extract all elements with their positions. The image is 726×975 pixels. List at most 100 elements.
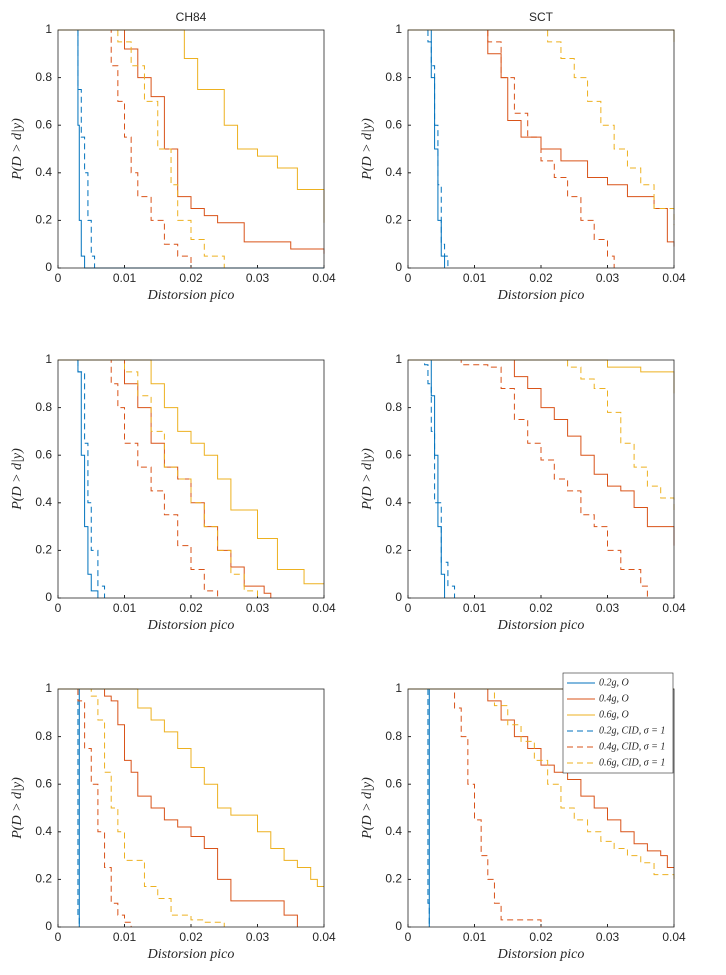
subplot: 0 0.01 0.02 0.03 0.04 0 0.2 0.4 0.6 0.8 1 Distorsio… (10, 352, 336, 633)
y-tick-label: 0.2 (35, 213, 52, 227)
x-tick-label: 0 (55, 601, 62, 615)
x-tick-label: 0.04 (312, 271, 336, 285)
series-line (408, 29, 615, 268)
subplot: 0 0.01 0.02 0.03 0.04 0 0.2 0.4 0.6 0.8 1 Distorsio… (360, 352, 686, 633)
axes-box (57, 688, 325, 928)
y-tick-label: 1 (395, 681, 402, 695)
y-axis-label: P(D > d|y) (10, 777, 25, 840)
x-tick-label: 0.03 (596, 271, 620, 285)
y-tick-label: 0.8 (35, 400, 52, 414)
subplot: SCT 0 0.01 0.02 0.03 0.04 0 0.2 0.4 0.6 0.8 1 Distor… (360, 10, 686, 303)
series-line (408, 688, 675, 882)
y-tick-label: 0 (45, 919, 52, 933)
y-tick-label: 0.2 (35, 872, 52, 886)
y-tick-label: 0.8 (385, 729, 402, 743)
y-tick-label: 0.4 (35, 495, 52, 509)
x-tick-label: 0.03 (596, 601, 620, 615)
y-tick-label: 1 (395, 352, 402, 366)
series-line (58, 29, 225, 268)
subplot-title: CH84 (176, 10, 207, 24)
series-line (408, 29, 449, 268)
y-tick-label: 0.6 (385, 776, 402, 790)
series-line (408, 359, 675, 546)
series-line (58, 359, 219, 598)
series-line (58, 29, 325, 223)
series-line (58, 359, 106, 598)
y-axis-label: P(D > d|y) (360, 777, 375, 840)
x-tick-label: 0.02 (179, 271, 203, 285)
subplot-title: SCT (529, 10, 554, 24)
axes-box (57, 359, 325, 599)
y-tick-label: 0.8 (35, 729, 52, 743)
y-tick-label: 0 (45, 590, 52, 604)
x-axis-label: Distorsion pico (497, 947, 585, 962)
x-axis-label: Distorsion pico (497, 618, 585, 633)
x-tick-label: 0 (405, 601, 412, 615)
x-axis-label: Distorsion pico (497, 288, 585, 303)
series-line (408, 359, 648, 598)
y-tick-label: 1 (45, 22, 52, 36)
y-tick-label: 0.4 (385, 165, 402, 179)
x-tick-label: 0.01 (463, 271, 487, 285)
y-tick-label: 0.6 (385, 447, 402, 461)
series-line (58, 29, 192, 268)
x-tick-label: 0.03 (246, 271, 270, 285)
x-tick-label: 0.02 (529, 271, 553, 285)
series-line (58, 688, 225, 927)
legend-label: 0.6g, O (599, 709, 629, 720)
x-tick-label: 0.04 (662, 601, 686, 615)
subplot: 0 0.01 0.02 0.03 0.04 0 0.2 0.4 0.6 0.8 1 Distorsio… (360, 672, 686, 962)
x-tick-label: 0.03 (246, 930, 270, 944)
x-tick-label: 0.01 (463, 930, 487, 944)
y-tick-label: 0.6 (35, 117, 52, 131)
axes-box (407, 688, 675, 928)
y-tick-label: 0.2 (35, 543, 52, 557)
x-tick-label: 0.01 (463, 601, 487, 615)
y-tick-label: 0.4 (35, 824, 52, 838)
y-axis-label: P(D > d|y) (360, 448, 375, 511)
series-line (408, 29, 675, 226)
series-group (58, 359, 324, 598)
y-tick-label: 0.8 (35, 70, 52, 84)
x-tick-label: 0.02 (179, 601, 203, 615)
x-tick-label: 0 (55, 930, 62, 944)
axes-box (407, 29, 675, 269)
series-group (58, 29, 325, 269)
series-line (58, 688, 324, 888)
series-line (58, 359, 324, 585)
y-tick-label: 0.2 (385, 213, 402, 227)
x-tick-label: 0.02 (529, 930, 553, 944)
x-tick-label: 0.03 (596, 930, 620, 944)
y-tick-label: 0.4 (385, 495, 402, 509)
x-axis-label: Distorsion pico (147, 618, 235, 633)
y-tick-label: 0 (395, 260, 402, 274)
axes-box (407, 359, 675, 599)
y-tick-label: 0 (395, 590, 402, 604)
x-axis-label: Distorsion pico (147, 288, 235, 303)
x-tick-label: 0.01 (113, 601, 137, 615)
y-tick-label: 0.4 (385, 824, 402, 838)
y-tick-label: 0.8 (385, 400, 402, 414)
legend-label: 0.2g, CID, σ = 1 (599, 725, 665, 736)
series-line (408, 688, 674, 868)
y-tick-label: 0 (45, 260, 52, 274)
x-axis-label: Distorsion pico (147, 947, 235, 962)
x-tick-label: 0.02 (529, 601, 553, 615)
y-axis-label: P(D > d|y) (10, 448, 25, 511)
x-tick-label: 0.04 (662, 930, 686, 944)
x-tick-label: 0 (55, 271, 62, 285)
y-axis-label: P(D > d|y) (360, 118, 375, 181)
series-line (58, 29, 325, 254)
x-tick-label: 0.04 (662, 271, 686, 285)
y-tick-label: 0.8 (385, 70, 402, 84)
y-tick-label: 0.2 (385, 872, 402, 886)
x-tick-label: 0 (405, 930, 412, 944)
x-tick-label: 0.01 (113, 930, 137, 944)
y-tick-label: 1 (45, 681, 52, 695)
y-axis-label: P(D > d|y) (10, 118, 25, 181)
series-line (58, 688, 298, 927)
x-tick-label: 0.04 (312, 930, 336, 944)
y-tick-label: 0.2 (385, 543, 402, 557)
legend-label: 0.2g, O (599, 677, 629, 688)
